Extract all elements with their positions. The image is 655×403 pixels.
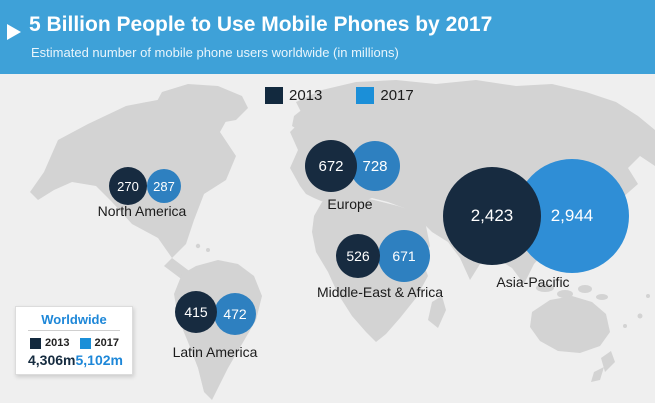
bubble-value: 526 xyxy=(346,248,370,264)
worldwide-box-legend: 2013 2017 xyxy=(16,331,132,349)
indonesia-island xyxy=(596,294,608,300)
bubble-europe-2013: 672 xyxy=(305,140,357,192)
pacific-island xyxy=(646,294,650,298)
worldwide-box-values: 4,306m 5,102m xyxy=(16,349,132,368)
legend-label-2017: 2017 xyxy=(380,87,414,104)
caribbean-island xyxy=(206,248,210,252)
legend-swatch-2013 xyxy=(265,87,283,104)
bubble-value: 672 xyxy=(318,157,344,175)
worldwide-legend-2017: 2017 xyxy=(79,337,119,349)
bubble-value: 415 xyxy=(184,304,208,320)
indonesia-island xyxy=(557,290,573,298)
page-title: 5 Billion People to Use Mobile Phones by… xyxy=(29,13,493,36)
pacific-island xyxy=(637,313,643,319)
caribbean-island xyxy=(195,243,201,249)
header-banner: 5 Billion People to Use Mobile Phones by… xyxy=(0,0,655,75)
bubble-north-america-2017: 287 xyxy=(147,169,181,203)
bubble-value: 287 xyxy=(153,178,175,194)
new-zealand xyxy=(591,367,604,382)
bubble-value: 2,944 xyxy=(550,206,594,225)
bubble-europe-2017: 728 xyxy=(350,141,400,191)
page-subtitle: Estimated number of mobile phone users w… xyxy=(31,45,399,60)
legend-label-2013: 2013 xyxy=(289,87,323,104)
pacific-island xyxy=(623,324,627,328)
region-label-latin-america: Latin America xyxy=(172,344,258,360)
play-arrow-icon xyxy=(7,24,21,40)
new-zealand xyxy=(601,351,615,372)
worldwide-total-2013: 4,306m xyxy=(28,352,76,368)
bubble-latin-america-2017: 472 xyxy=(214,293,256,335)
worldwide-box-divider xyxy=(28,330,120,331)
region-label-north-america: North America xyxy=(97,203,187,219)
indonesia-island xyxy=(536,284,554,292)
region-label-middle-east-africa: Middle-East & Africa xyxy=(316,284,444,300)
bubble-value: 472 xyxy=(223,306,247,322)
madagascar xyxy=(428,296,446,328)
bubble-asia-pacific-2013: 2,423 xyxy=(443,167,541,265)
map-area: 2013 2017 287 270 North America 728 672 … xyxy=(0,74,655,403)
worldwide-legend-2013-label: 2013 xyxy=(45,337,70,349)
worldwide-total-2017: 5,102m xyxy=(75,352,123,368)
bubble-value: 2,423 xyxy=(470,206,514,225)
bubble-value: 270 xyxy=(117,178,139,194)
worldwide-swatch-2013-icon xyxy=(30,337,41,349)
chart-legend: 2013 2017 xyxy=(265,87,414,104)
region-label-asia-pacific: Asia-Pacific xyxy=(496,274,570,290)
bubble-middle-east-africa-2013: 526 xyxy=(336,234,380,278)
region-label-europe: Europe xyxy=(327,196,373,212)
bubble-latin-america-2013: 415 xyxy=(175,291,217,333)
worldwide-swatch-2017-icon xyxy=(79,337,91,349)
bubble-north-america-2013: 270 xyxy=(109,167,147,205)
continent-australia xyxy=(530,296,610,353)
worldwide-legend-2017-label: 2017 xyxy=(94,337,119,349)
worldwide-box-title: Worldwide xyxy=(41,312,107,327)
bubble-middle-east-africa-2017: 671 xyxy=(378,230,430,282)
indonesia-island xyxy=(578,285,592,293)
worldwide-summary-box: Worldwide 2013 2017 4,306m 5,102m xyxy=(15,306,133,375)
bubble-value: 671 xyxy=(392,248,416,264)
bubble-value: 728 xyxy=(362,157,388,175)
worldwide-legend-2013: 2013 xyxy=(30,337,69,349)
legend-swatch-2017 xyxy=(356,87,375,104)
